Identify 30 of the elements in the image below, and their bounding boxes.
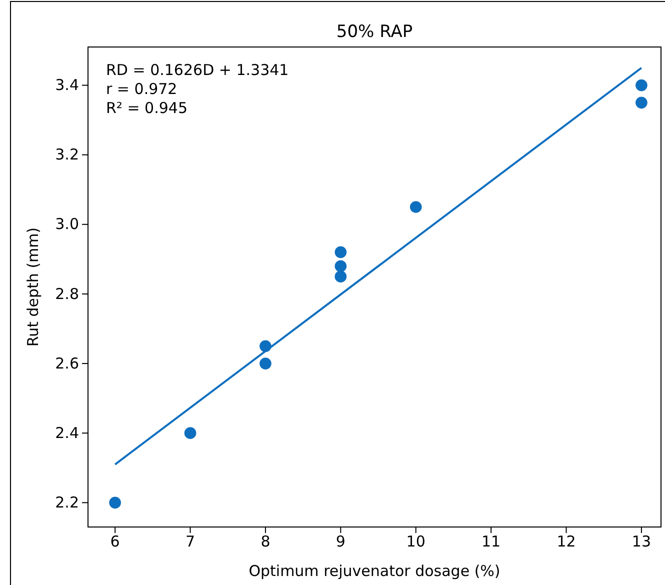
x-tick-label: 11: [482, 532, 501, 551]
x-tick-label: 13: [632, 532, 651, 551]
annotation: r = 0.972: [106, 80, 178, 98]
x-tick-label: 9: [336, 532, 346, 551]
y-tick-label: 3.4: [55, 76, 79, 94]
x-tick-label: 7: [185, 532, 196, 551]
point: [184, 427, 196, 439]
point: [636, 79, 648, 92]
x-tick-label: 8: [260, 532, 270, 551]
y-tick-label: 2.6: [55, 354, 79, 372]
x-tick-label: 6: [110, 532, 120, 551]
x-axis-title: Optimum rejuvenator dosage (%): [248, 562, 500, 580]
point: [109, 496, 121, 509]
point: [334, 260, 347, 272]
point: [410, 201, 422, 213]
point: [636, 96, 648, 109]
y-axis-title: Rut depth (mm): [24, 227, 42, 347]
y-tick-label: 3.0: [55, 215, 79, 234]
point: [260, 358, 272, 370]
y-tick-label: 2.4: [55, 424, 79, 442]
y-tick-label: 3.2: [55, 146, 79, 164]
annotation: RD = 0.1626D + 1.3341: [106, 61, 289, 79]
point: [334, 270, 347, 282]
point: [334, 246, 347, 258]
chart-title: 50% RAP: [336, 22, 413, 42]
y-tick-label: 2.8: [55, 284, 79, 303]
y-tick-label: 2.2: [55, 493, 79, 512]
x-tick-label: 10: [406, 532, 426, 551]
x-tick-label: 12: [556, 532, 576, 551]
annotation: R² = 0.945: [106, 99, 188, 117]
